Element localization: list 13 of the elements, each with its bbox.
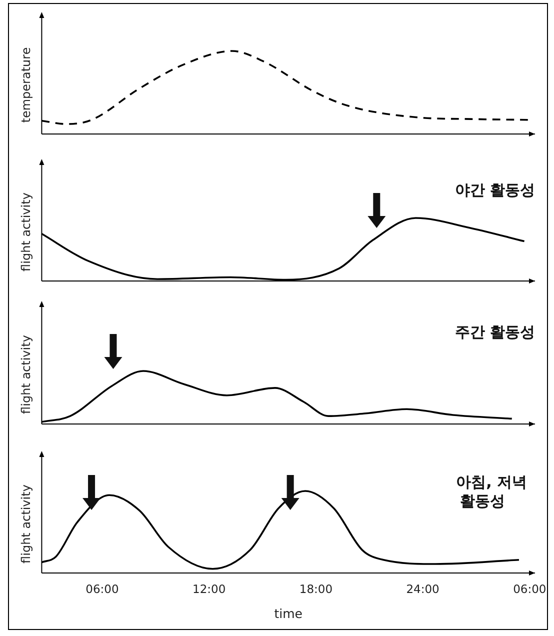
text: 야간 활동성 (454, 181, 535, 199)
y-axis-title: temperature (19, 47, 33, 123)
annotation: 아침, 저녁 활동성 (456, 473, 527, 510)
text: 주간 활동성 (454, 323, 535, 341)
y-axis-title: flight activity (19, 335, 33, 414)
x-tick-label: 18:00 (299, 582, 333, 596)
y-axis-title: flight activity (19, 484, 33, 564)
x-axis-title: time (274, 606, 303, 621)
x-tick-label: 24:00 (406, 582, 440, 596)
x-tick-label: 12:00 (192, 582, 226, 596)
x-tick-label: 06:00 (86, 582, 119, 596)
x-tick-label: 06:00 (513, 582, 546, 596)
y-axis-title: flight activity (19, 192, 33, 272)
